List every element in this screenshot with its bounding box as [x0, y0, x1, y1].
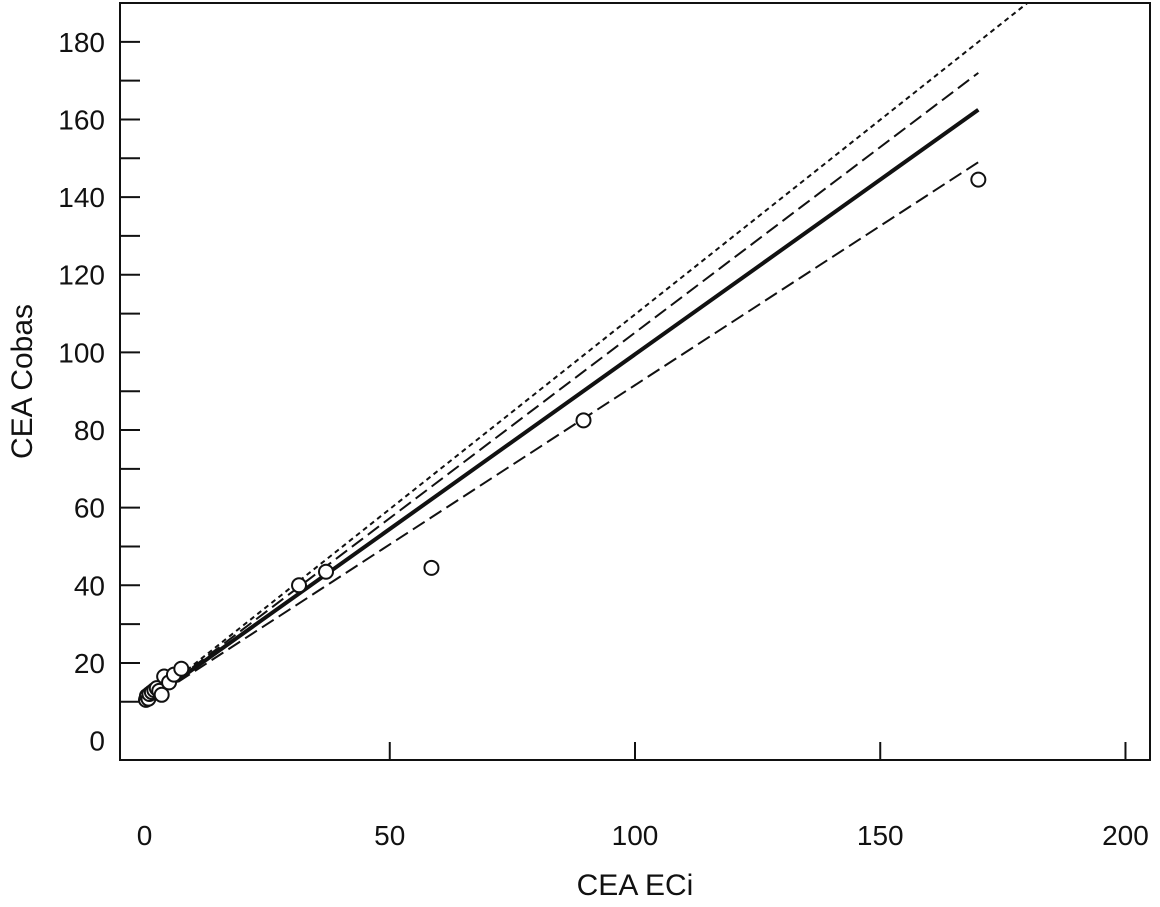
- y-tick-label: 120: [58, 260, 105, 291]
- data-points: [137, 171, 987, 708]
- data-point: [173, 660, 190, 677]
- axis-ticks: [120, 40, 1127, 760]
- y-tick-label: 0: [89, 726, 105, 757]
- x-tick-label: 0: [137, 820, 153, 851]
- x-axis-label: CEA ECi: [577, 869, 694, 902]
- y-tick-label: 40: [74, 570, 105, 601]
- tick-labels: 0 50 100 150 200 0 20 40 60 80 100 120 140 160 180: [58, 27, 1149, 851]
- x-tick-label: 200: [1102, 820, 1149, 851]
- y-tick-label: 180: [58, 27, 105, 58]
- line-dotted: [143, 2, 1029, 705]
- y-tick-label: 160: [58, 104, 105, 135]
- line-dashed-upper: [143, 72, 979, 705]
- fit-lines: [143, 2, 1029, 706]
- plot-frame: [119, 2, 1151, 761]
- y-tick-label: 60: [74, 493, 105, 524]
- y-axis-label: CEA Cobas: [6, 304, 39, 459]
- data-point: [970, 171, 987, 188]
- line-solid: [143, 108, 980, 706]
- data-point: [575, 412, 592, 429]
- data-point: [423, 559, 440, 576]
- y-tick-label: 80: [74, 415, 105, 446]
- x-tick-label: 100: [612, 820, 659, 851]
- y-tick-label: 140: [58, 182, 105, 213]
- data-point: [153, 686, 170, 703]
- y-tick-label: 20: [74, 648, 105, 679]
- y-tick-label: 100: [58, 337, 105, 368]
- x-tick-label: 50: [374, 820, 405, 851]
- x-tick-label: 150: [857, 820, 904, 851]
- line-dashed-lower: [143, 161, 979, 705]
- data-point: [291, 577, 308, 594]
- data-point: [318, 563, 334, 580]
